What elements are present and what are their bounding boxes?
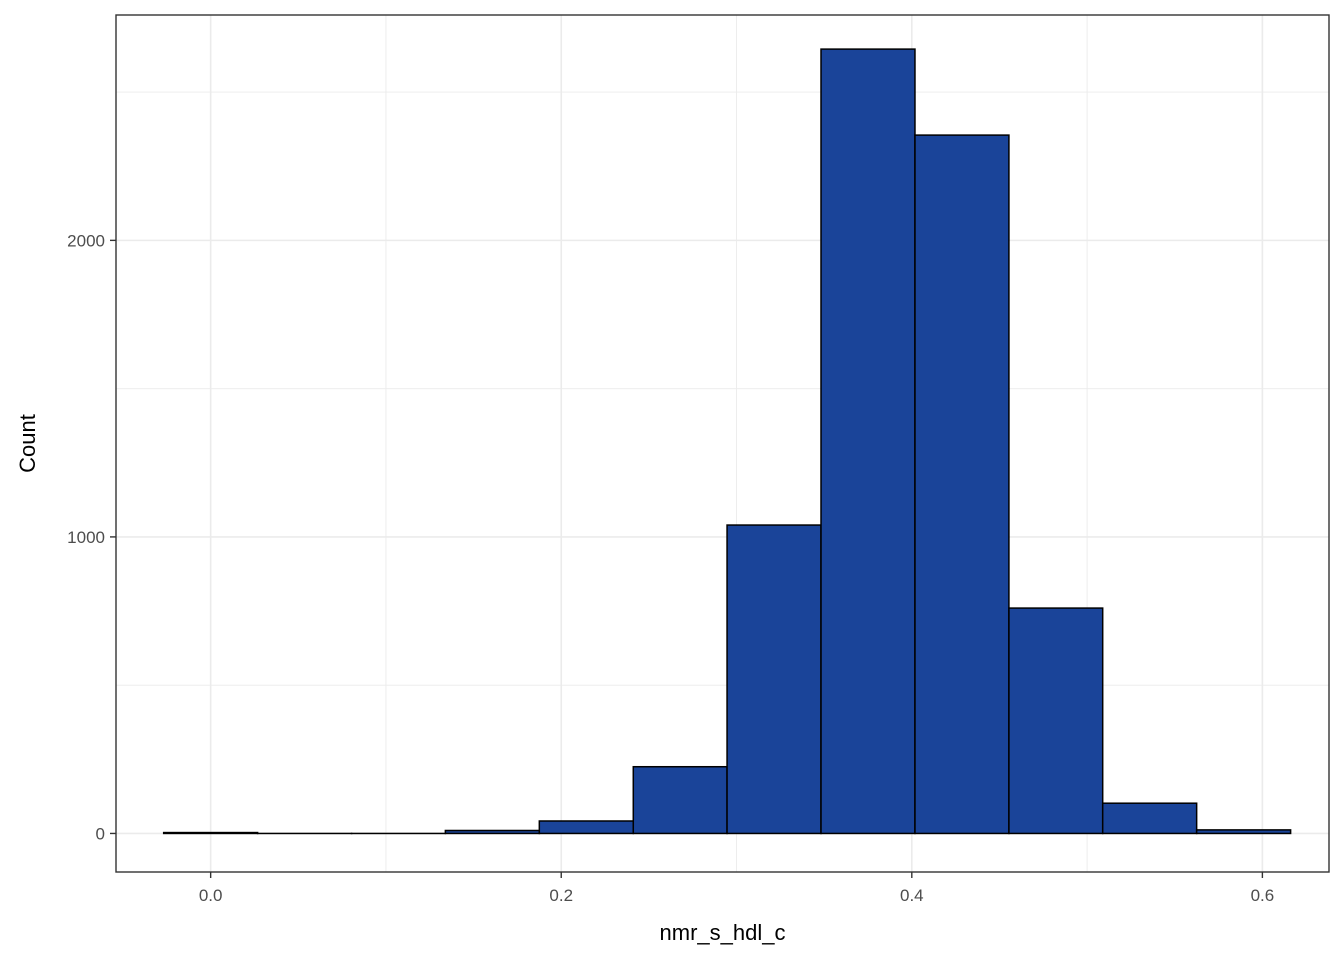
histogram-bar-4 (444, 829, 541, 835)
histogram-bar-5 (538, 820, 635, 835)
x-axis: 0.0 0.2 0.4 0.6 (199, 872, 1274, 905)
y-axis: 0 1000 2000 (67, 231, 116, 843)
histogram-bar-7 (726, 524, 822, 835)
y-axis-title: Count (15, 414, 40, 473)
histogram-bar-9 (914, 134, 1010, 835)
x-tick-label: 0.6 (1251, 886, 1275, 905)
histogram-bar-12 (1195, 829, 1292, 835)
histogram-bar-8 (820, 48, 916, 835)
histogram-bar-10 (1008, 607, 1104, 835)
x-tick-label: 0.4 (900, 886, 924, 905)
panel-border (115, 14, 1330, 873)
histogram-bars (162, 48, 1292, 835)
y-tick-label: 2000 (67, 231, 105, 250)
x-axis-title: nmr_s_hdl_c (660, 920, 786, 945)
minor-grid (116, 15, 1329, 872)
x-tick-label: 0.2 (549, 886, 573, 905)
y-tick-label: 1000 (67, 528, 105, 547)
histogram-bar-11 (1101, 802, 1198, 835)
histogram-bar-6 (632, 765, 728, 835)
histogram-bar-1 (162, 831, 259, 835)
x-tick-label: 0.0 (199, 886, 223, 905)
y-tick-label: 0 (96, 824, 105, 843)
